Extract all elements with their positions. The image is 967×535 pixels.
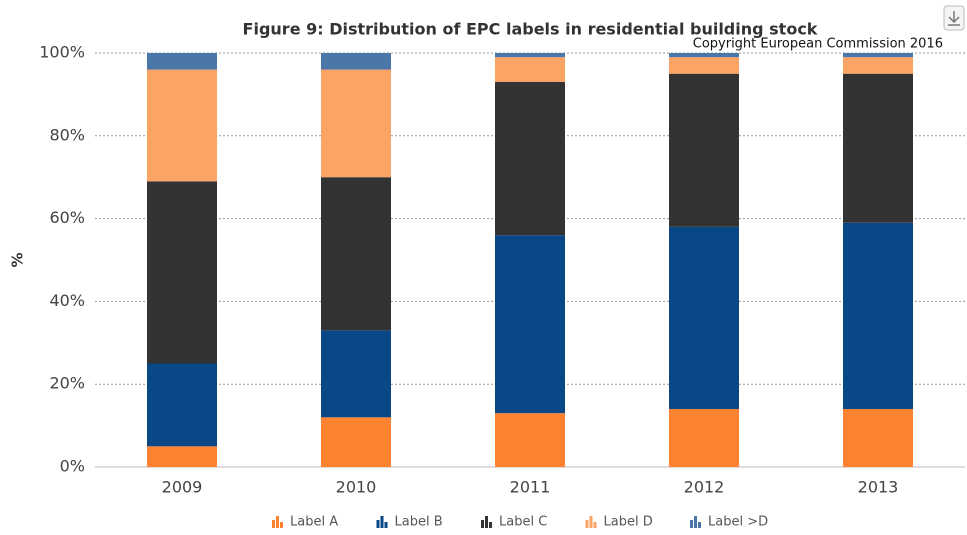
x-tick-label: 2011 <box>510 478 551 497</box>
legend-swatch <box>380 516 384 528</box>
legend-swatch <box>690 520 693 528</box>
legend-swatch <box>280 522 283 528</box>
legend-label: Label D <box>604 515 653 530</box>
y-tick-label: 100% <box>39 43 85 62</box>
bar-segment <box>495 81 565 236</box>
legend-swatch <box>376 520 380 528</box>
y-tick-label: 80% <box>49 125 85 144</box>
bar-segment <box>147 53 217 70</box>
chart-title: Figure 9: Distribution of EPC labels in … <box>243 20 818 39</box>
bar-segment <box>669 57 739 74</box>
bar-segment <box>147 69 217 182</box>
bar-segment <box>321 330 391 418</box>
legend-swatch <box>489 522 492 528</box>
legend-swatch <box>485 516 488 528</box>
legend-label: Label B <box>395 515 443 530</box>
y-axis-label: % <box>9 252 27 267</box>
bar-segment <box>495 235 565 414</box>
legend-swatch <box>384 522 388 528</box>
bar-segment <box>843 57 913 74</box>
bar-segment <box>495 53 565 58</box>
legend-label: Label A <box>290 515 338 530</box>
legend-swatch <box>276 516 279 528</box>
download-icon[interactable] <box>948 11 960 26</box>
bar-segment <box>843 73 913 223</box>
bar-segment <box>147 181 217 364</box>
bar-segment <box>669 226 739 410</box>
bar-segment <box>843 409 913 467</box>
download-button[interactable] <box>943 5 965 31</box>
bar-segment <box>669 409 739 467</box>
y-tick-label: 0% <box>60 457 85 476</box>
legend-swatch <box>481 520 484 528</box>
legend-label: Label C <box>499 515 547 530</box>
bar-segment <box>669 53 739 58</box>
y-tick-label: 40% <box>49 291 85 310</box>
legend-swatch <box>698 522 701 528</box>
bar-segment <box>321 417 391 467</box>
bar-segment <box>843 222 913 410</box>
bar-segment <box>147 363 217 447</box>
bar-segment <box>321 53 391 70</box>
x-tick-label: 2009 <box>162 478 203 497</box>
x-tick-label: 2013 <box>858 478 899 497</box>
legend-label: Label >D <box>708 515 768 530</box>
legend-swatch <box>589 516 593 528</box>
y-tick-label: 60% <box>49 208 85 227</box>
y-tick-label: 20% <box>49 374 85 393</box>
legend-swatch <box>272 520 275 528</box>
bar-segment <box>669 73 739 227</box>
legend-swatch <box>585 520 589 528</box>
x-tick-label: 2010 <box>336 478 377 497</box>
bar-segment <box>495 413 565 467</box>
bar-segment <box>843 53 913 58</box>
x-tick-label: 2012 <box>684 478 725 497</box>
annotation: Copyright European Commission 2016 <box>693 37 943 52</box>
legend-swatch <box>694 516 697 528</box>
bar-segment <box>321 177 391 331</box>
legend-swatch <box>593 522 597 528</box>
bar-segment <box>321 69 391 178</box>
bar-segment <box>495 57 565 82</box>
bar-segment <box>147 446 217 467</box>
